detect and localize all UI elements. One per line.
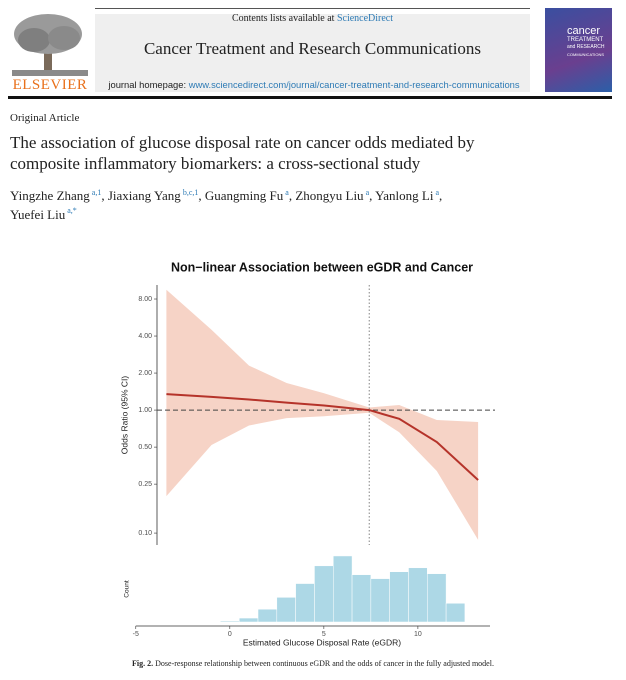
author-separator: ,: [288, 188, 293, 204]
y-tick-label: 0.25: [138, 481, 152, 488]
cover-text: COMMUNICATIONS: [567, 52, 605, 57]
histogram-bar: [427, 573, 447, 623]
publisher-name: ELSEVIER: [12, 77, 88, 93]
author-separator: ,: [198, 188, 202, 204]
top-rule: [95, 8, 530, 9]
author-name: Yuefei Liu: [10, 206, 66, 222]
author-name: Jiaxiang Yang: [107, 188, 181, 204]
contents-line: Contents lists available at ScienceDirec…: [95, 13, 530, 24]
homepage-line: journal homepage: www.sciencedirect.com/…: [95, 79, 533, 90]
author-name: Zhongyu Liu: [295, 188, 364, 204]
histogram-bar: [351, 574, 372, 623]
x-tick-label: 10: [414, 631, 422, 638]
author: Guangming Fu a,: [205, 188, 292, 203]
y-tick-label: 1.00: [138, 407, 152, 414]
author-separator: ,: [101, 188, 105, 204]
header-box: [95, 14, 530, 92]
y-tick-label: 4.00: [138, 333, 152, 340]
homepage-prefix: journal homepage:: [108, 79, 187, 90]
x-tick-label: 0: [228, 631, 232, 638]
author-affiliation[interactable]: a: [365, 188, 370, 197]
y-tick-label: 8.00: [138, 296, 152, 303]
histogram-bar: [332, 555, 353, 623]
caption: Fig. 2. Dose-response relationship betwe…: [0, 659, 626, 668]
author-name: Yanlong Li: [375, 188, 434, 204]
author-affiliation[interactable]: a: [435, 188, 439, 197]
article-title: The association of glucose disposal rate…: [10, 133, 475, 173]
confidence-band: [166, 289, 479, 540]
histogram-bar: [257, 608, 278, 623]
author: Yanlong Li a,: [375, 188, 442, 203]
author-affiliation[interactable]: a,1: [91, 188, 102, 197]
author: Zhongyu Liu a,: [295, 188, 372, 203]
caption-label: Fig. 2.: [132, 659, 154, 668]
homepage-link[interactable]: www.sciencedirect.com/journal/cancer-tre…: [188, 79, 520, 90]
histogram-bar: [314, 565, 334, 623]
author-affiliation[interactable]: a: [285, 188, 289, 197]
odds-ratio-line: [166, 393, 479, 481]
author-name: Yingzhe Zhang: [10, 188, 90, 204]
article-type: Original Article: [10, 112, 80, 124]
author-affiliation[interactable]: a,*: [67, 206, 77, 216]
contents-prefix: Contents lists available at: [231, 13, 335, 24]
y-axis-label: Count: [124, 580, 131, 598]
x-axis-label: Estimated Glucose Disposal Rate (eGDR): [243, 637, 401, 647]
cover-text: cancer: [567, 25, 601, 37]
author-list: Yingzhe Zhang a,1, Jiaxiang Yang b,c,1, Gu…: [10, 185, 480, 222]
journal-title: Cancer Treatment and Research Communicat…: [143, 39, 482, 58]
histogram-bar: [389, 571, 409, 623]
y-axis-label: Odds Ratio (95% CI): [119, 376, 129, 455]
y-tick-label: 2.00: [138, 370, 152, 377]
author: Yuefei Liu a,*: [10, 206, 77, 222]
histogram-bar: [370, 578, 390, 623]
y-tick-label: 0.50: [138, 444, 152, 451]
cover-text: and RESEARCH: [567, 44, 605, 50]
histogram-bar: [408, 567, 428, 623]
header-rule: [8, 96, 612, 99]
histogram-bar: [220, 620, 240, 623]
cover-text: TREATMENT: [567, 37, 604, 43]
x-tick-label: -5: [133, 631, 139, 638]
author-separator: ,: [439, 188, 443, 204]
author-affiliation[interactable]: b,c,1: [182, 188, 199, 197]
chart-title: Non−linear Association between eGDR and …: [171, 260, 473, 274]
author: Yingzhe Zhang a,1,: [10, 188, 105, 203]
histogram-bar: [445, 603, 466, 623]
histogram-bar: [276, 597, 296, 623]
histogram-bar: [295, 583, 315, 623]
author-separator: ,: [369, 188, 373, 204]
caption-text: Dose-response relationship between conti…: [155, 659, 494, 668]
author-name: Guangming Fu: [204, 188, 284, 204]
author: Jiaxiang Yang b,c,1,: [108, 188, 202, 203]
publisher-logo: [12, 14, 88, 76]
y-tick-label: 0.10: [138, 530, 152, 537]
journal-cover: cancer TREATMENT and RESEARCH COMMUNICAT…: [545, 8, 612, 92]
x-tick-label: 5: [322, 631, 326, 638]
histogram-bar: [238, 617, 259, 623]
sciencedirect-link[interactable]: ScienceDirect: [336, 13, 394, 24]
